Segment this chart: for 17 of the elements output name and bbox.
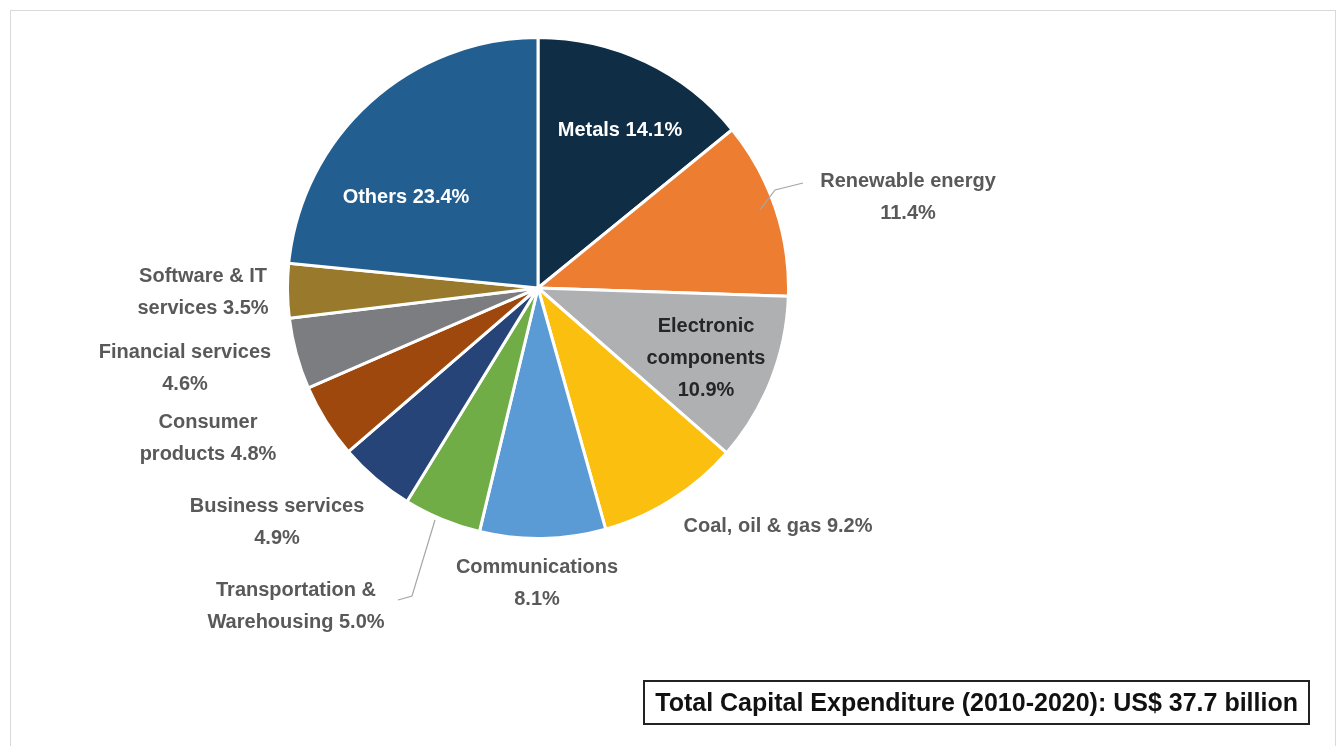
slice-label: Coal, oil & gas 9.2% (683, 513, 873, 536)
data-label: 10.9% (677, 377, 735, 400)
slice-label: Electronic components (646, 313, 766, 368)
slice-label: Business services (189, 493, 365, 516)
data-label: 4.6% (162, 371, 209, 394)
slice-label: Financial services (98, 339, 272, 362)
data-label: 8.1% (514, 586, 561, 609)
data-label: 4.9% (254, 525, 301, 548)
slice-label: Metals 14.1% (557, 117, 683, 140)
slice-label: Renewable energy (820, 168, 997, 191)
slice-label: Others 23.4% (342, 184, 470, 207)
data-label: 11.4% (880, 200, 937, 223)
slice-label: Consumer products 4.8% (139, 409, 277, 464)
text: Total Capital Expenditure (2010-2020): US$ 37.7 billion (643, 680, 1310, 725)
slice-label: Communications (455, 554, 619, 577)
slice-label: Software & IT services 3.5% (137, 263, 269, 318)
slice-label: Transportation & Warehousing 5.0% (207, 577, 385, 632)
